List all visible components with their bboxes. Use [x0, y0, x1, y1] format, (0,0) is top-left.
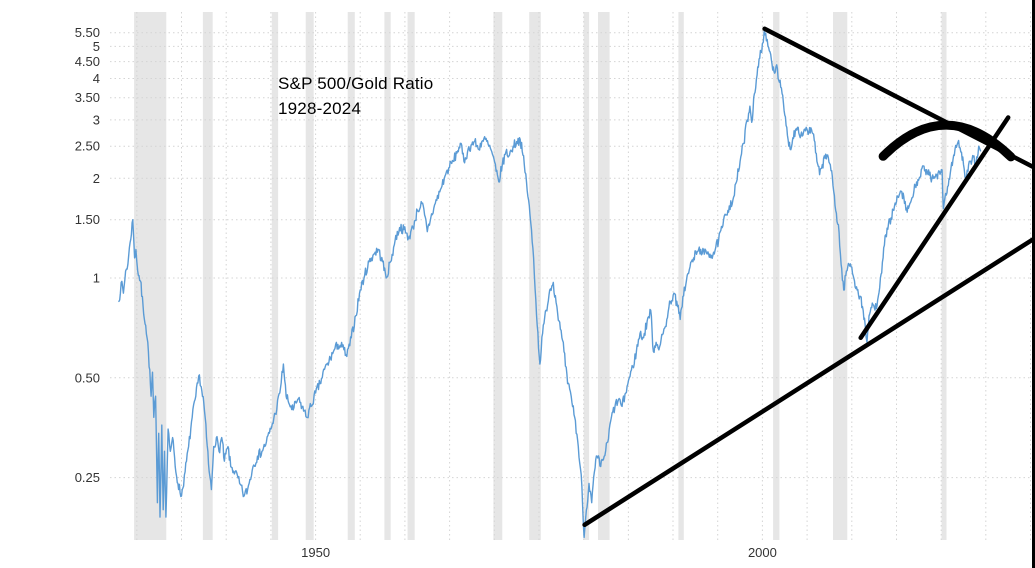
ratio-line-series: [118, 30, 982, 539]
ascending-support-line: [582, 235, 1035, 528]
gridlines: [110, 12, 1035, 540]
recession-band: [202, 12, 213, 540]
y-axis-tick-label: 2.50: [75, 139, 100, 154]
y-axis-tick-label: 5.50: [75, 25, 100, 40]
y-axis-tick-label: 0.50: [75, 370, 100, 385]
y-axis-tick-label: 3: [93, 112, 100, 127]
recession-band: [305, 12, 314, 540]
recession-band: [583, 12, 590, 540]
y-axis-tick-label: 4.50: [75, 54, 100, 69]
recession-band: [833, 12, 848, 540]
recession-band: [678, 12, 684, 540]
steep-ascending-line: [858, 115, 1011, 341]
rounding-top-arc: [878, 120, 1016, 162]
recession-band: [598, 12, 610, 540]
recession-band: [347, 12, 355, 540]
y-axis-tick-label: 1.50: [75, 212, 100, 227]
y-axis-tick-label: 2: [93, 171, 100, 186]
trendline-annotations: [582, 26, 1035, 528]
recession-band: [773, 12, 780, 540]
recession-band: [271, 12, 279, 540]
recession-band: [407, 12, 415, 540]
y-axis-tick-label: 3.50: [75, 90, 100, 105]
recession-band: [941, 12, 947, 540]
recession-band: [493, 12, 503, 540]
y-axis-tick-label: 1: [93, 271, 100, 286]
y-axis-tick-label: 4: [93, 71, 100, 86]
recession-bands: [134, 12, 947, 540]
x-axis-tick-label: 1950: [301, 545, 330, 560]
x-axis-tick-label: 2000: [748, 545, 777, 560]
y-axis-tick-label: 5: [93, 39, 100, 54]
y-axis-tick-label: 0.25: [75, 470, 100, 485]
